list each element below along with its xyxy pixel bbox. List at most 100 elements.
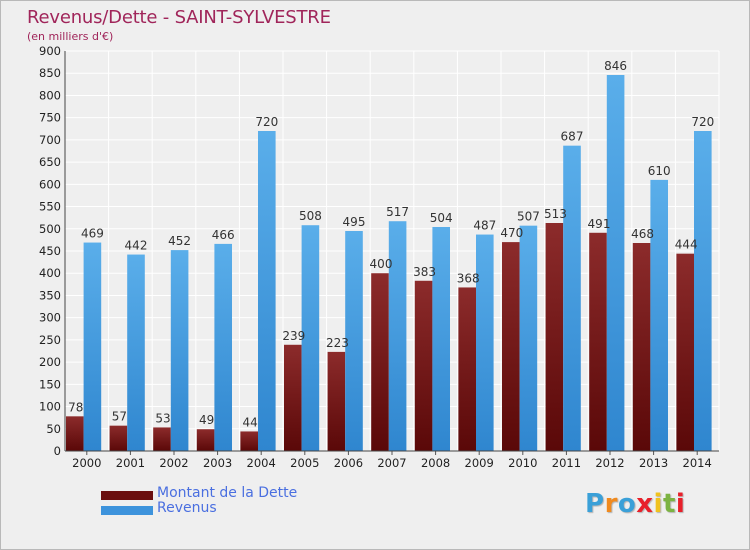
- bar-revenus-2008: [432, 227, 450, 451]
- bar-revenus-2000: [83, 242, 102, 451]
- bar-dette-2004: [240, 431, 258, 451]
- data-label: 223: [326, 336, 349, 350]
- y-tick-label: 250: [39, 333, 61, 347]
- data-label: 442: [125, 239, 148, 253]
- y-tick-label: 200: [39, 355, 61, 369]
- logo-letter: t: [662, 489, 676, 519]
- bar-revenus-2004: [258, 131, 276, 451]
- data-label: 368: [457, 271, 480, 285]
- bar-dette-2007: [371, 273, 389, 451]
- data-label: 444: [675, 238, 698, 252]
- x-tick-label: 2002: [159, 456, 188, 470]
- logo-letter: x: [636, 489, 654, 519]
- data-label: 78: [68, 400, 83, 414]
- legend-swatch-revenus: [101, 506, 153, 515]
- data-label: 487: [473, 219, 496, 233]
- bar-dette-2006: [327, 351, 346, 451]
- data-label: 57: [112, 410, 127, 424]
- y-tick-label: 450: [39, 244, 61, 258]
- y-tick-label: 0: [54, 444, 61, 458]
- y-tick-label: 600: [39, 177, 61, 191]
- data-label: 452: [168, 234, 191, 248]
- bar-revenus-2009: [476, 234, 494, 451]
- data-label: 720: [255, 115, 278, 129]
- x-tick-label: 2009: [465, 456, 494, 470]
- data-label: 517: [386, 205, 409, 219]
- legend-label-revenus: Revenus: [157, 500, 217, 516]
- bar-dette-2013: [632, 243, 651, 451]
- x-tick-label: 2013: [639, 456, 668, 470]
- data-label: 239: [282, 329, 305, 343]
- data-label: 720: [691, 115, 714, 129]
- x-tick-label: 2014: [683, 456, 712, 470]
- bar-dette-2002: [153, 427, 171, 451]
- y-tick-label: 850: [39, 66, 61, 80]
- bars: [66, 75, 712, 451]
- data-labels: 78 469 57 442 53 452 49 466 44 720 239 508 223 495 400…: [68, 59, 714, 429]
- x-tick-label: 2007: [377, 456, 406, 470]
- y-tick-label: 300: [39, 311, 61, 325]
- x-tick-label: 2003: [203, 456, 232, 470]
- data-label: 468: [631, 227, 654, 241]
- x-tick-label: 2000: [72, 456, 101, 470]
- bar-revenus-2010: [519, 225, 538, 451]
- logo-letter: P: [585, 489, 605, 519]
- data-label: 508: [299, 209, 322, 223]
- bar-dette-2005: [284, 344, 302, 451]
- chart-title: Revenus/Dette - SAINT-SYLVESTRE: [27, 7, 331, 28]
- data-label: 495: [343, 215, 366, 229]
- data-label: 53: [155, 411, 170, 425]
- bar-revenus-2006: [345, 231, 363, 451]
- data-label: 469: [81, 227, 104, 241]
- y-tick-label: 500: [39, 222, 61, 236]
- data-label: 504: [430, 211, 453, 225]
- bar-dette-2010: [502, 242, 520, 451]
- data-label: 470: [500, 226, 523, 240]
- bar-dette-2011: [545, 223, 564, 451]
- data-label: 383: [413, 265, 436, 279]
- data-label: 513: [544, 207, 567, 221]
- data-label: 491: [588, 217, 611, 231]
- bar-dette-2003: [196, 429, 215, 451]
- data-label: 49: [199, 413, 214, 427]
- y-tick-label: 800: [39, 88, 61, 102]
- bar-revenus-2005: [301, 225, 320, 451]
- bar-dette-2008: [414, 280, 433, 451]
- x-tick-label: 2004: [247, 456, 276, 470]
- y-tick-label: 350: [39, 288, 61, 302]
- bar-revenus-2014: [694, 131, 712, 451]
- bar-dette-2014: [676, 253, 694, 451]
- y-tick-label: 700: [39, 133, 61, 147]
- legend-label-debt: Montant de la Dette: [157, 485, 298, 501]
- bar-revenus-2001: [127, 254, 145, 451]
- y-tick-label: 750: [39, 111, 61, 125]
- x-tick-label: 2006: [334, 456, 363, 470]
- x-tick-label: 2001: [116, 456, 145, 470]
- logo-letter: o: [617, 489, 637, 519]
- y-tick-label: 400: [39, 266, 61, 280]
- y-tick-label: 900: [39, 44, 61, 58]
- bar-revenus-2003: [214, 243, 232, 451]
- y-tick-label: 100: [39, 400, 61, 414]
- data-label: 400: [370, 257, 393, 271]
- chart-subtitle: (en milliers d'€): [27, 30, 114, 43]
- y-tick-label: 50: [46, 422, 61, 436]
- x-tick-label: 2010: [508, 456, 537, 470]
- y-tick-label: 550: [39, 200, 61, 214]
- y-tick-label: 650: [39, 155, 61, 169]
- bar-revenus-2012: [606, 75, 625, 451]
- bar-revenus-2002: [170, 250, 189, 451]
- bar-dette-2000: [66, 416, 84, 451]
- x-tick-label: 2011: [552, 456, 581, 470]
- data-label: 507: [517, 210, 540, 224]
- bar-dette-2012: [589, 232, 607, 451]
- bar-revenus-2013: [650, 179, 668, 451]
- data-label: 44: [243, 415, 258, 429]
- legend-swatch-debt: [101, 491, 153, 500]
- x-tick-label: 2008: [421, 456, 450, 470]
- logo-letter: i: [653, 489, 663, 519]
- proxiti-logo: Proxiti: [585, 489, 685, 519]
- y-tick-label: 150: [39, 377, 61, 391]
